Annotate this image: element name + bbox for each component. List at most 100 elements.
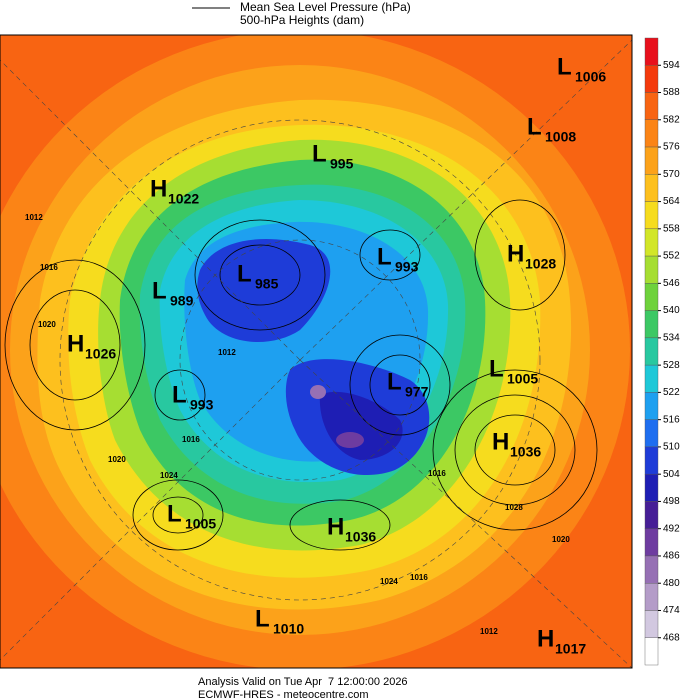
center-value: 1005 — [507, 371, 538, 387]
center-kind: H — [507, 240, 524, 267]
colorbar-swatch — [644, 446, 659, 475]
center-value: 1028 — [525, 256, 556, 272]
colorbar-swatch — [644, 364, 659, 393]
colorbar-label: 522 — [663, 387, 680, 398]
center-kind: L — [312, 140, 327, 167]
colorbar-label: 468 — [663, 632, 680, 643]
colorbar-label: 570 — [663, 169, 680, 180]
center-value: 977 — [405, 384, 429, 400]
pressure-center: H 1026 — [67, 330, 116, 361]
center-kind: L — [377, 243, 392, 270]
legend-subtitle: 500-hPa Heights (dam) — [240, 13, 364, 27]
center-value: 995 — [330, 156, 354, 172]
colorbar-label: 528 — [663, 360, 680, 371]
colorbar-label: 588 — [663, 87, 680, 98]
colorbar-label: 558 — [663, 223, 680, 234]
center-value: 985 — [255, 276, 279, 292]
center-kind: L — [557, 53, 572, 80]
colorbar-label: 546 — [663, 278, 680, 289]
center-kind: H — [492, 428, 509, 455]
colorbar-swatch — [644, 146, 659, 175]
colorbar-swatch — [644, 201, 659, 230]
center-kind: L — [237, 260, 252, 287]
colorbar-swatch — [644, 37, 659, 66]
pressure-center: H 1028 — [507, 240, 556, 271]
footer-valid: Analysis Valid on Tue Apr 7 12:00:00 202… — [198, 676, 408, 688]
contour-label: 1012 — [480, 627, 498, 636]
pressure-center: L 977 — [387, 368, 429, 399]
colorbar-swatch — [644, 337, 659, 366]
colorbar-swatch — [644, 310, 659, 339]
colorbar-label: 492 — [663, 523, 680, 534]
colorbar-swatch — [644, 501, 659, 529]
colorbar-swatch — [644, 555, 659, 584]
colorbar-label: 504 — [663, 469, 680, 480]
colorbar-swatch — [644, 528, 659, 557]
colorbar-swatch — [644, 119, 659, 148]
center-value: 993 — [190, 397, 214, 413]
center-value: 1010 — [273, 621, 304, 637]
contour-label: 1012 — [218, 348, 236, 357]
footer-source: ECMWF-HRES - meteocentre.com — [198, 689, 369, 700]
map-field — [0, 35, 632, 668]
pressure-center: L 993 — [377, 243, 419, 274]
pressure-center: L 985 — [237, 260, 279, 291]
pressure-center: L 1005 — [167, 500, 216, 531]
pressure-center: H 1036 — [327, 513, 376, 544]
colorbar: 594 588 582 576 570 564 558 552 546 540 534 528 522 5… — [644, 37, 680, 666]
pressure-center: L 1006 — [557, 53, 606, 84]
center-kind: L — [172, 381, 187, 408]
colorbar-swatch — [644, 419, 659, 448]
colorbar-label: 582 — [663, 114, 680, 125]
colorbar-label: 480 — [663, 578, 680, 589]
center-kind: L — [152, 277, 167, 304]
center-kind: H — [537, 625, 554, 652]
colorbar-label: 498 — [663, 496, 680, 507]
pressure-center: L 995 — [312, 140, 354, 171]
contour-label: 1028 — [505, 503, 523, 512]
contour-label: 1024 — [160, 471, 178, 480]
colorbar-swatch — [644, 473, 659, 502]
center-value: 1017 — [555, 641, 586, 657]
center-value: 1036 — [345, 529, 376, 545]
colorbar-label: 540 — [663, 305, 680, 316]
center-value: 1008 — [545, 129, 576, 145]
contour-labels: 1012 1016 1020 1024 1016 1020 1016 1024 1028 1020… — [25, 213, 570, 636]
center-kind: H — [327, 513, 344, 540]
colorbar-label: 552 — [663, 251, 680, 262]
contour-label: 1024 — [380, 577, 398, 586]
center-kind: H — [150, 175, 167, 202]
pressure-center: L 1005 — [489, 355, 538, 386]
colorbar-swatch — [644, 610, 659, 638]
center-value: 1026 — [85, 346, 116, 362]
center-kind: L — [167, 500, 182, 527]
pressure-center: H 1022 — [150, 175, 199, 206]
pressure-center: H 1036 — [492, 428, 541, 459]
colorbar-label: 510 — [663, 442, 680, 453]
colorbar-swatch — [644, 583, 659, 611]
contour-label: 1012 — [25, 213, 43, 222]
center-kind: H — [67, 330, 84, 357]
colorbar-label: 474 — [663, 605, 680, 616]
contour-label: 1016 — [182, 435, 200, 444]
colorbar-swatch — [644, 392, 659, 420]
colorbar-swatch — [644, 228, 659, 257]
contour-label: 1016 — [40, 263, 58, 272]
colorbar-label: 486 — [663, 551, 680, 562]
center-kind: L — [527, 113, 542, 140]
pressure-center: L 989 — [152, 277, 194, 308]
contour-label: 1020 — [552, 535, 570, 544]
pressure-center: L 1008 — [527, 113, 576, 144]
center-value: 1022 — [168, 191, 199, 207]
colorbar-swatch — [644, 92, 659, 120]
colorbar-label: 516 — [663, 414, 680, 425]
center-value: 989 — [170, 293, 194, 309]
colorbar-swatch — [644, 255, 659, 284]
contour-label: 1020 — [108, 455, 126, 464]
colorbar-label: 576 — [663, 142, 680, 153]
center-value: 1006 — [575, 69, 606, 85]
contour-label: 1016 — [428, 469, 446, 478]
colorbar-label: 534 — [663, 333, 680, 344]
